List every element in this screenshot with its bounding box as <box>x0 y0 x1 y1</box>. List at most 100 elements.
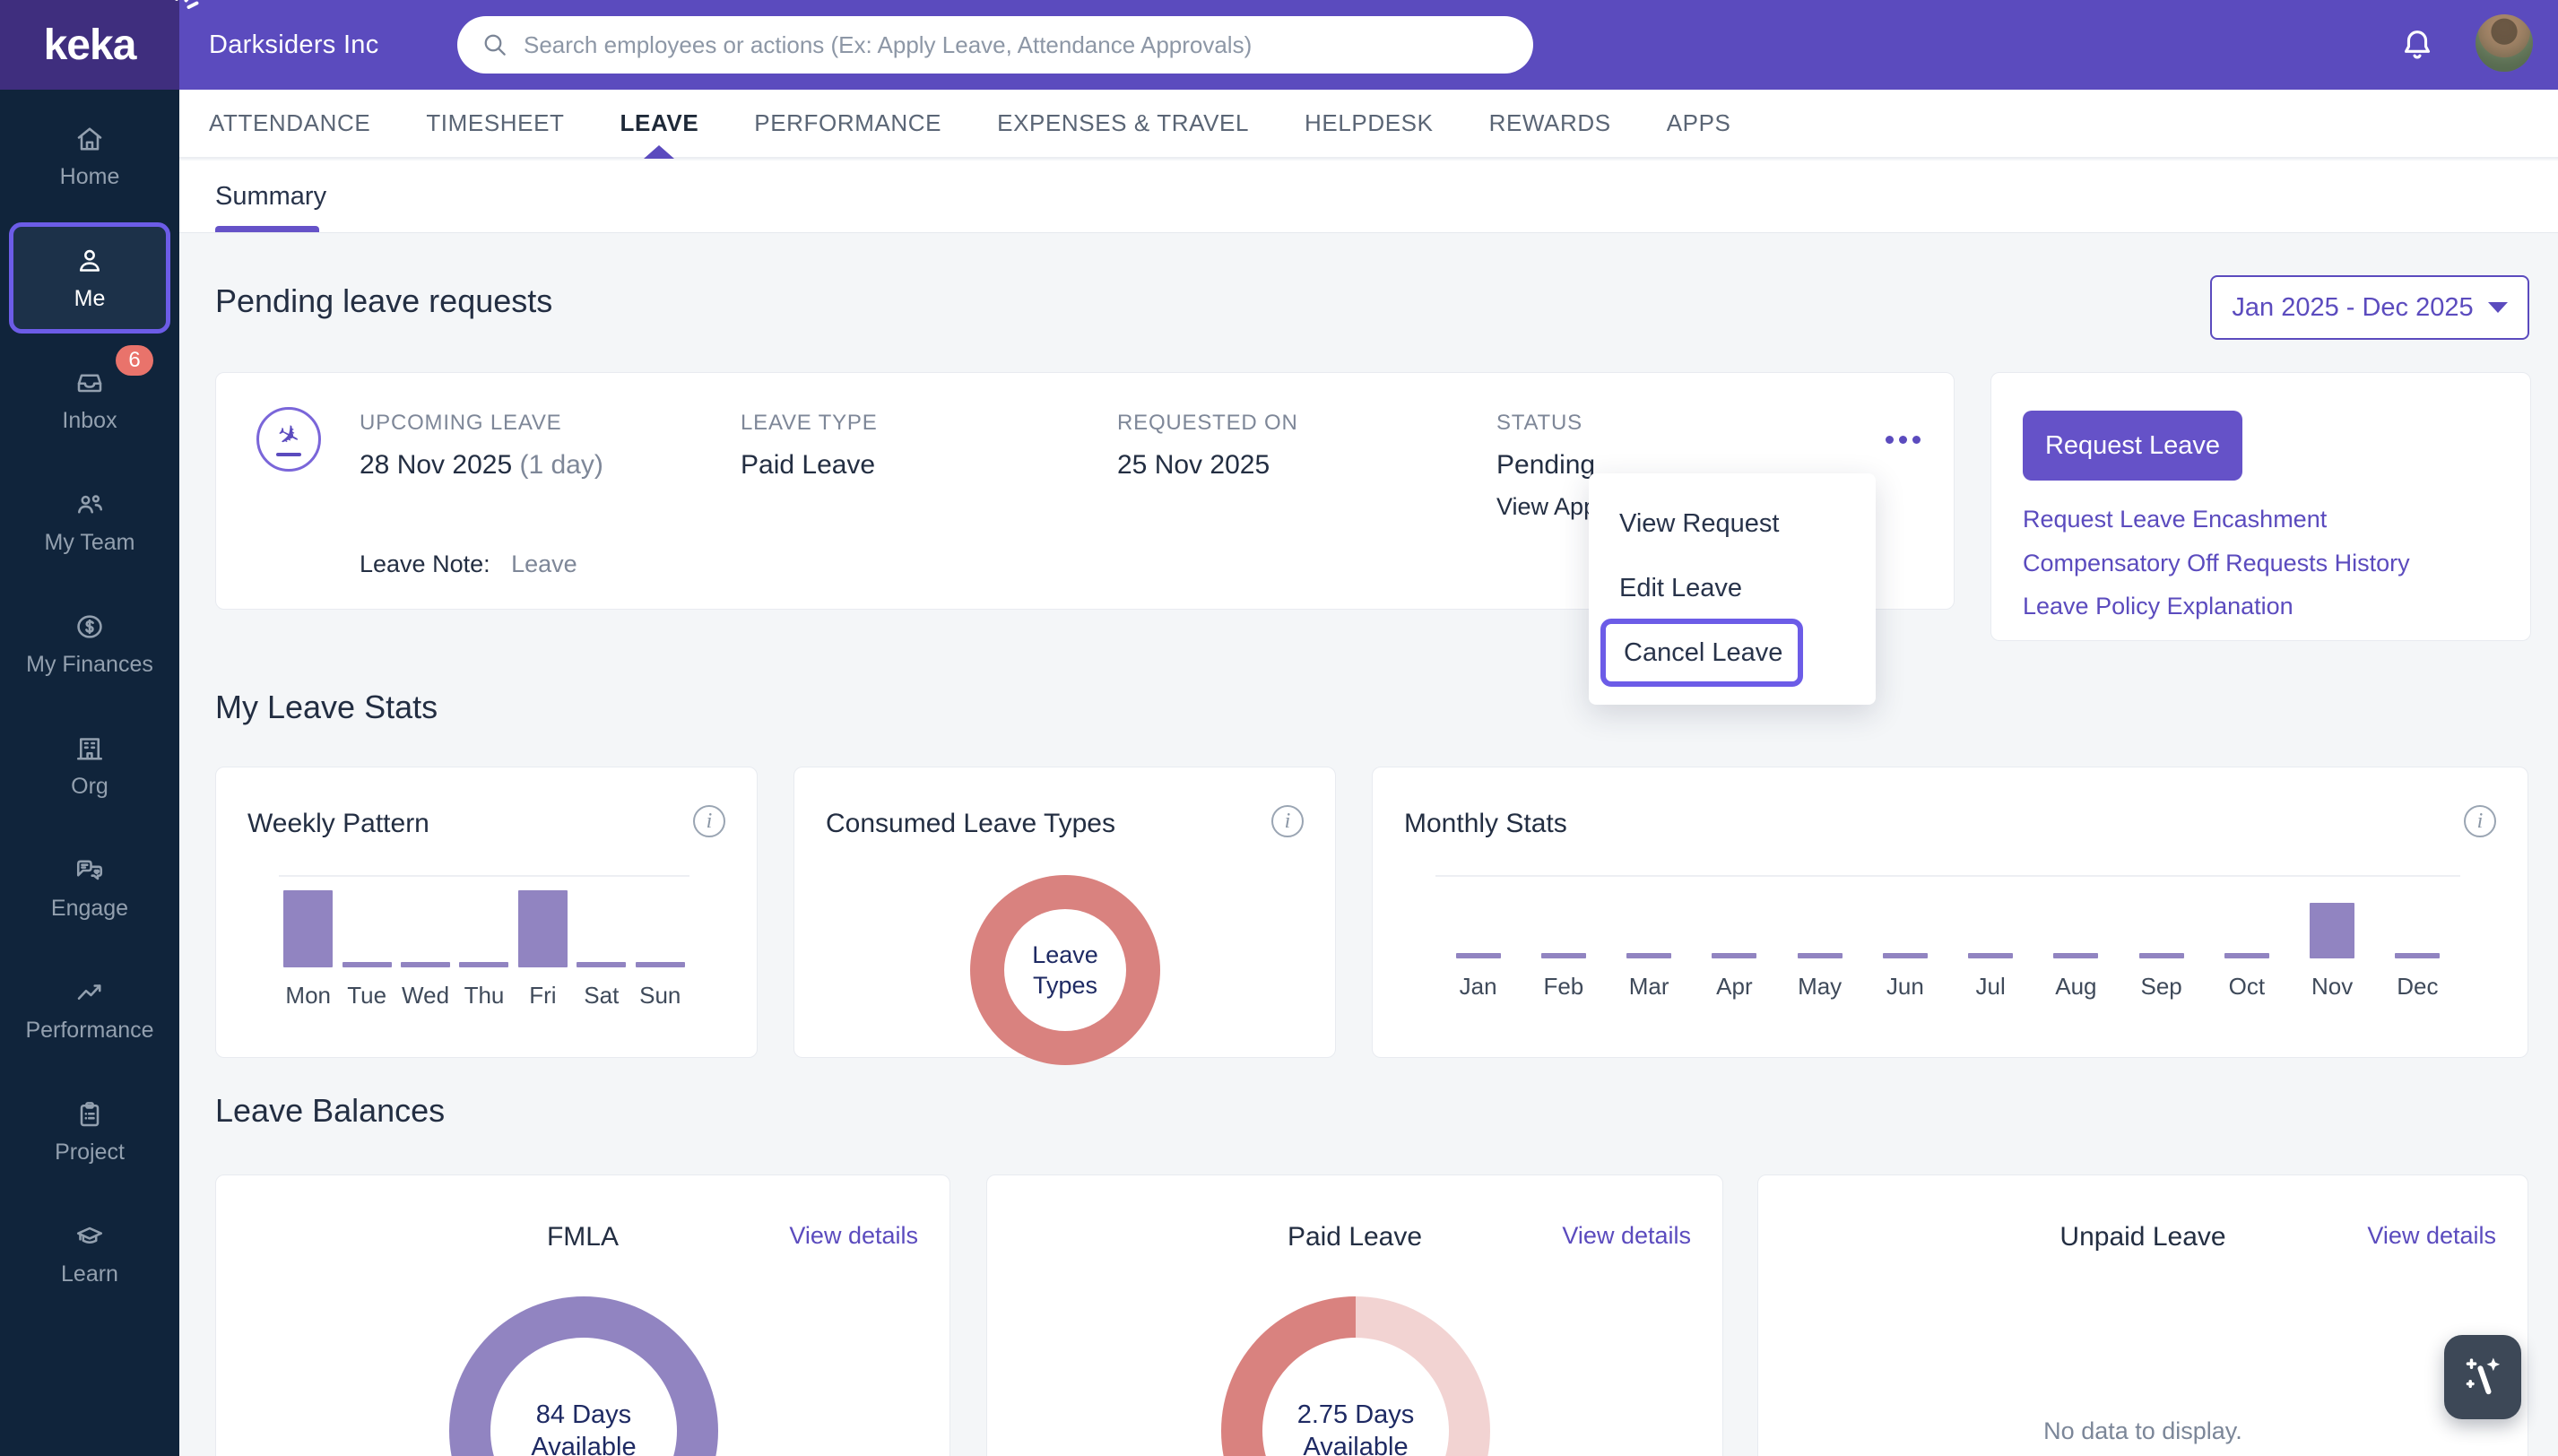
bar-label: Oct <box>2228 973 2266 1000</box>
logo-spark-icon <box>175 0 199 9</box>
sidebar-item-my-finances[interactable]: My Finances <box>9 588 170 699</box>
more-actions-icon[interactable] <box>1886 436 1921 444</box>
view-details-link[interactable]: View details <box>2367 1222 2496 1249</box>
sidebar-item-label: Inbox <box>62 407 117 433</box>
bar-slot-tue: Tue <box>337 875 395 1010</box>
notifications-bell-icon[interactable] <box>2398 25 2437 65</box>
tab-expenses-travel[interactable]: EXPENSES & TRAVEL <box>997 109 1250 136</box>
org-icon <box>76 737 103 760</box>
tab-attendance[interactable]: ATTENDANCE <box>209 109 371 136</box>
assistant-fab[interactable] <box>2444 1335 2521 1419</box>
sidebar-item-label: Org <box>71 773 108 799</box>
sidebar-item-label: Learn <box>61 1261 118 1287</box>
sidebar-item-project[interactable]: Project <box>9 1076 170 1187</box>
weekly-pattern-card: Weekly Pattern i Mon Tue Wed Thu Fri Sat Sun <box>215 767 758 1058</box>
leave-context-menu: View Request Edit Leave Cancel Leave <box>1589 473 1876 705</box>
bar-slot-mar: Mar <box>1607 875 1692 1001</box>
sidebar-item-home[interactable]: Home <box>9 100 170 212</box>
active-tab-underline <box>215 226 319 232</box>
leave-note-row: Leave Note: Leave <box>360 550 577 578</box>
tab-rewards[interactable]: REWARDS <box>1488 109 1611 136</box>
tab-performance[interactable]: PERFORMANCE <box>754 109 942 136</box>
leave-policy-explanation-link[interactable]: Leave Policy Explanation <box>2023 593 2294 620</box>
bar-label: Aug <box>2055 973 2097 1000</box>
request-leave-button[interactable]: Request Leave <box>2023 411 2242 481</box>
sidebar-item-my-team[interactable]: My Team <box>9 466 170 577</box>
requested-on-value: 25 Nov 2025 <box>1117 450 1270 480</box>
bar-label: Fri <box>529 982 557 1009</box>
weekly-pattern-title: Weekly Pattern <box>247 809 429 838</box>
info-icon[interactable]: i <box>693 805 725 837</box>
date-range-dropdown[interactable]: Jan 2025 - Dec 2025 <box>2210 275 2529 340</box>
menu-item-view-request[interactable]: View Request <box>1619 509 1780 538</box>
info-icon[interactable]: i <box>1271 805 1304 837</box>
requested-on-column: REQUESTED ON 25 Nov 2025 <box>1117 411 1298 481</box>
home-icon <box>77 126 102 151</box>
sidebar-item-engage[interactable]: Engage <box>9 832 170 943</box>
tab-apps[interactable]: APPS <box>1666 109 1731 136</box>
app-logo[interactable]: keka <box>0 0 199 90</box>
date-range-value: Jan 2025 - Dec 2025 <box>2232 292 2474 322</box>
weekly-pattern-chart: Mon Tue Wed Thu Fri Sat Sun <box>279 875 689 1010</box>
bar-label: May <box>1798 973 1843 1000</box>
fmla-balance-donut[interactable]: 84 Days Available <box>449 1296 718 1456</box>
my-leave-stats-heading: My Leave Stats <box>215 689 438 725</box>
bar-label: Mon <box>285 982 331 1009</box>
menu-item-edit-leave[interactable]: Edit Leave <box>1619 574 1743 602</box>
global-search[interactable] <box>457 16 1533 74</box>
bar-label: Sun <box>639 982 681 1009</box>
sidebar-nav: Home Me 6 Inbox My Team My Finances Org … <box>0 90 179 1456</box>
bar <box>459 962 509 967</box>
tab-summary[interactable]: Summary <box>215 182 327 211</box>
consumed-leave-types-title: Consumed Leave Types <box>826 809 1115 838</box>
tab-timesheet[interactable]: TIMESHEET <box>426 109 565 136</box>
user-avatar[interactable] <box>2476 14 2533 72</box>
search-input[interactable] <box>524 30 1510 59</box>
bar <box>1882 953 1928 958</box>
consumed-leave-donut[interactable]: Leave Types <box>970 875 1160 1065</box>
menu-item-cancel-leave-highlight: Cancel Leave <box>1600 619 1803 687</box>
bar-slot-nov: Nov <box>2290 875 2375 1001</box>
bar-label: Jan <box>1459 973 1497 1000</box>
sidebar-item-learn[interactable]: Learn <box>9 1198 170 1309</box>
compensatory-off-history-link[interactable]: Compensatory Off Requests History <box>2023 550 2410 576</box>
view-details-link[interactable]: View details <box>789 1222 918 1249</box>
sidebar-item-label: Engage <box>50 895 129 921</box>
sidebar-item-performance[interactable]: Performance <box>9 954 170 1065</box>
bar <box>1968 953 2014 958</box>
view-details-link[interactable]: View details <box>1562 1222 1691 1249</box>
bar <box>517 890 568 967</box>
balance-title: Paid Leave <box>1287 1222 1423 1252</box>
donut-center-line2: Available <box>531 1433 637 1456</box>
bar-label: Sat <box>584 982 620 1009</box>
request-leave-encashment-link[interactable]: Request Leave Encashment <box>2023 506 2328 533</box>
chevron-down-icon <box>2487 302 2508 313</box>
bar-label: Wed <box>402 982 450 1009</box>
inbox-icon <box>77 373 102 392</box>
menu-item-cancel-leave[interactable]: Cancel Leave <box>1624 637 1783 667</box>
info-icon[interactable]: i <box>2464 805 2496 837</box>
view-approval-link[interactable]: View Appr <box>1496 493 1606 520</box>
donut-center-line2: Types <box>1032 972 1098 999</box>
tab-helpdesk[interactable]: HELPDESK <box>1305 109 1434 136</box>
bar <box>577 962 627 967</box>
company-name: Darksiders Inc <box>209 30 379 59</box>
monthly-stats-card: Monthly Stats i Jan Feb Mar Apr May Jun Jul Aug… <box>1372 767 2528 1058</box>
sidebar-item-inbox[interactable]: 6 Inbox <box>9 344 170 455</box>
sidebar-item-me[interactable]: Me <box>9 222 170 334</box>
logo-text: keka <box>43 21 137 69</box>
sidebar-item-org[interactable]: Org <box>9 710 170 821</box>
leave-type-value: Paid Leave <box>741 450 876 480</box>
tab-leave[interactable]: LEAVE <box>620 90 699 157</box>
flight-landing-icon: ✈ <box>256 407 321 472</box>
bar-slot-apr: Apr <box>1692 875 1777 1001</box>
paid-leave-balance-donut[interactable]: 2.75 Days Available <box>1221 1296 1490 1456</box>
bar <box>2053 953 2099 958</box>
chart-gridline <box>279 875 689 877</box>
balance-card-unpaid-leave: Unpaid Leave View details No data to dis… <box>1757 1174 2528 1456</box>
leave-note-value: Leave <box>511 550 577 577</box>
finances-icon <box>77 614 102 638</box>
bar <box>1712 953 1757 958</box>
bar-label: Sep <box>2140 973 2182 1000</box>
donut-center-line1: 2.75 Days <box>1296 1400 1415 1429</box>
